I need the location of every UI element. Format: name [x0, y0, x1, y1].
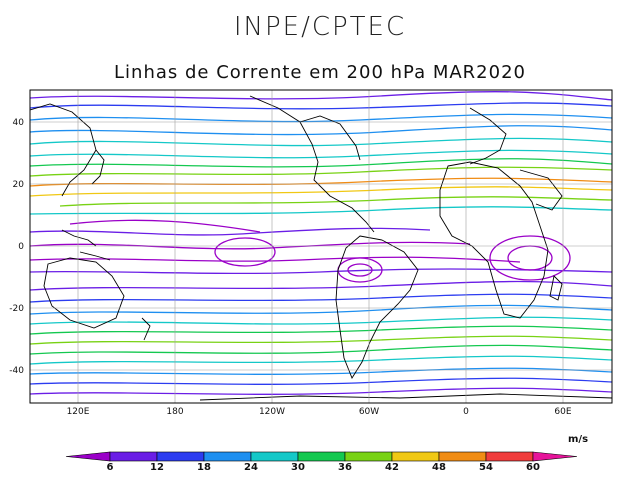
- colorbar-tick: 48: [432, 462, 446, 473]
- colorbar-tick: 24: [244, 462, 258, 473]
- agency-title: INPE/CPTEC: [233, 12, 407, 42]
- lon-tick-60w: 60W: [359, 407, 379, 417]
- lon-tick-120e: 120E: [67, 407, 90, 417]
- colorbar-tick: 54: [479, 462, 493, 473]
- streamline: [30, 137, 612, 147]
- colorbar-segment: [485, 451, 534, 462]
- streamline: [30, 227, 431, 236]
- colorbar-segment: [344, 451, 393, 462]
- streamline: [30, 166, 612, 177]
- colorbar-unit: m/s: [568, 434, 588, 445]
- streamline: [347, 263, 373, 277]
- streamline: [30, 186, 612, 197]
- streamline: [30, 293, 612, 303]
- lat-tick-minus40: -40: [9, 366, 24, 376]
- streamline: [30, 149, 612, 159]
- map-subtitle: Linhas de Corrente em 200 hPa MAR2020: [114, 62, 526, 83]
- coastline: [141, 317, 151, 341]
- coastline: [549, 275, 563, 301]
- colorbar-segment: [203, 451, 252, 462]
- colorbar-ticks: 6 12 18 24 30 36 42 48 54 60: [107, 462, 540, 473]
- lon-tick-0: 0: [463, 407, 469, 417]
- coastline: [199, 393, 612, 401]
- colorbar-tick: 30: [291, 462, 305, 473]
- streamline: [489, 235, 571, 281]
- colorbar-segment: [391, 451, 440, 462]
- streamline: [30, 325, 612, 335]
- lat-tick-minus20: -20: [9, 304, 24, 314]
- coastline: [439, 161, 549, 319]
- streamline: [30, 102, 612, 110]
- streamline: [59, 196, 612, 207]
- coastline: [299, 115, 361, 161]
- coastline: [249, 95, 375, 233]
- streamline: [69, 219, 261, 233]
- streamline: [30, 335, 612, 345]
- streamline: [30, 206, 612, 215]
- streamline: [30, 377, 612, 385]
- lon-tick-180: 180: [166, 407, 183, 417]
- coastlines: [30, 95, 612, 401]
- streamline: [30, 177, 612, 187]
- colorbar-segment: [297, 451, 346, 462]
- streamline: [30, 316, 612, 325]
- colorbar-tick: 42: [385, 462, 399, 473]
- streamline: [30, 268, 612, 275]
- streamline: [214, 237, 276, 267]
- lat-tick-40: 40: [13, 118, 25, 128]
- colorbar: [65, 451, 578, 462]
- gridlines: [30, 90, 612, 403]
- colorbar-tick: 6: [107, 462, 114, 473]
- colorbar-segment: [438, 451, 487, 462]
- coastline: [335, 235, 419, 379]
- streamline: [30, 256, 521, 263]
- colorbar-segment: [250, 451, 299, 462]
- lat-tick-0: 0: [18, 242, 24, 252]
- streamline: [30, 304, 612, 315]
- colorbar-tick: 18: [197, 462, 211, 473]
- coastline: [30, 103, 97, 197]
- colorbar-segment: [65, 451, 111, 462]
- streamlines: [30, 90, 612, 395]
- coastline: [43, 257, 125, 329]
- colorbar-tick: 60: [526, 462, 540, 473]
- colorbar-tick: 12: [150, 462, 164, 473]
- streamline: [30, 367, 612, 375]
- streamline: [30, 158, 612, 168]
- streamline: [30, 355, 612, 365]
- streamline: [30, 90, 612, 101]
- coastline: [469, 107, 507, 165]
- colorbar-segment: [109, 451, 158, 462]
- streamline: [30, 113, 612, 123]
- streamline: [30, 344, 612, 355]
- plot-frame: [29, 89, 613, 404]
- colorbar-segment: [532, 451, 578, 462]
- streamline: [30, 125, 612, 136]
- colorbar-tick: 36: [338, 462, 352, 473]
- coastline: [61, 229, 111, 261]
- lon-tick-60e: 60E: [554, 407, 571, 417]
- streamline: [30, 387, 612, 395]
- coastline: [519, 169, 563, 211]
- streamline: [30, 280, 612, 291]
- lat-tick-20: 20: [13, 180, 25, 190]
- colorbar-segment: [156, 451, 205, 462]
- lon-tick-120w: 120W: [259, 407, 285, 417]
- coastline: [91, 149, 105, 185]
- streamline: [30, 241, 471, 250]
